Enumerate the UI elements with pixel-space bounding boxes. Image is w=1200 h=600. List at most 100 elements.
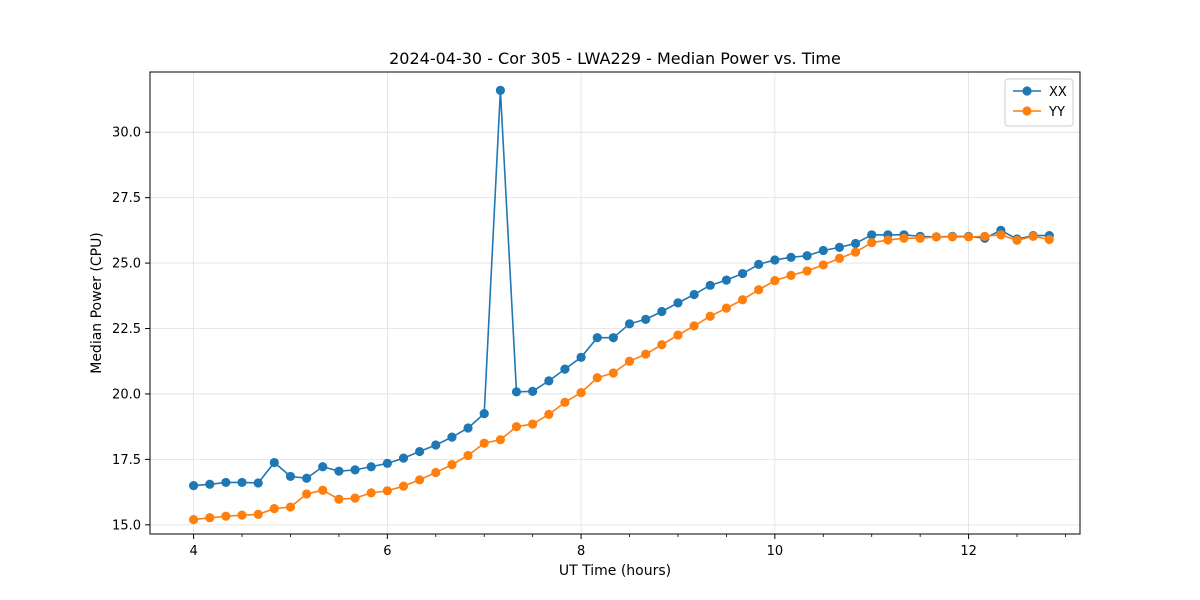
data-point-yy — [447, 460, 457, 470]
data-point-xx — [350, 465, 360, 475]
data-point-yy — [221, 511, 231, 521]
data-point-xx — [398, 453, 409, 463]
data-point-xx — [802, 251, 812, 261]
x-tick-label: 4 — [189, 544, 197, 559]
data-point-xx — [608, 333, 618, 343]
x-tick-label: 8 — [577, 544, 585, 559]
data-point-xx — [850, 238, 861, 249]
data-point-yy — [188, 515, 199, 525]
data-point-yy — [205, 513, 215, 523]
legend-marker-xx — [1022, 86, 1032, 96]
ticks-layer: 4 6 8 10 12 15.0 17.5 20.0 22.5 25.0 27.5 30.0 — [112, 126, 1066, 559]
y-tick-label: 30.0 — [112, 126, 141, 141]
data-point-xx — [415, 446, 425, 457]
y-tick-label: 22.5 — [112, 322, 141, 337]
data-point-yy — [721, 303, 732, 313]
data-point-xx — [528, 386, 538, 396]
data-point-yy — [980, 231, 990, 241]
data-point-xx — [334, 466, 344, 476]
plot-frame — [149, 71, 1081, 535]
legend-marker-yy — [1022, 106, 1032, 116]
legend: XX YY — [1004, 78, 1074, 127]
data-point-yy — [915, 233, 925, 243]
x-tick-label: 6 — [383, 544, 391, 559]
data-point-yy — [996, 230, 1006, 240]
data-point-yy — [495, 435, 505, 445]
grid-layer — [150, 72, 1080, 534]
data-point-xx — [318, 462, 328, 472]
data-point-yy — [737, 295, 748, 305]
data-point-yy — [576, 388, 586, 398]
y-tick-label: 15.0 — [112, 518, 141, 533]
data-point-xx — [253, 478, 263, 488]
data-point-xx — [302, 473, 312, 483]
y-tick-label: 20.0 — [112, 387, 141, 402]
data-point-xx — [285, 471, 296, 482]
data-point-yy — [899, 233, 909, 243]
data-point-yy — [818, 260, 828, 270]
chart-title: 2024-04-30 - Cor 305 - LWA229 - Median P… — [389, 49, 841, 68]
data-point-xx — [382, 458, 392, 468]
data-point-yy — [463, 450, 473, 461]
data-point-xx — [754, 259, 764, 269]
y-tick-label: 25.0 — [112, 257, 141, 272]
data-point-yy — [511, 422, 522, 432]
data-point-xx — [673, 298, 683, 308]
data-point-yy — [1028, 231, 1038, 241]
data-point-xx — [495, 85, 505, 95]
data-point-yy — [770, 276, 780, 286]
data-point-xx — [576, 352, 586, 362]
data-point-yy — [431, 467, 441, 478]
data-point-yy — [382, 486, 392, 496]
data-point-yy — [963, 232, 974, 242]
data-point-xx — [511, 387, 522, 397]
data-point-xx — [237, 477, 247, 488]
data-point-xx — [269, 457, 279, 468]
data-point-yy — [592, 373, 602, 383]
data-point-xx — [641, 314, 651, 324]
data-point-yy — [285, 502, 296, 512]
data-point-yy — [867, 238, 877, 248]
data-point-xx — [689, 289, 699, 300]
data-point-yy — [350, 493, 360, 503]
data-point-xx — [544, 376, 554, 386]
x-axis-label: UT Time (hours) — [559, 563, 671, 579]
data-point-xx — [366, 462, 376, 472]
data-point-yy — [334, 494, 344, 504]
data-point-xx — [705, 280, 715, 290]
data-point-yy — [318, 485, 328, 495]
data-point-yy — [705, 311, 715, 321]
data-point-xx — [737, 268, 748, 279]
data-point-yy — [302, 489, 312, 499]
data-point-yy — [253, 509, 263, 519]
data-point-yy — [608, 368, 618, 378]
data-point-yy — [1012, 235, 1022, 245]
y-axis-label: Median Power (CPU) — [89, 232, 105, 374]
data-point-yy — [269, 504, 279, 514]
data-point-xx — [867, 230, 877, 240]
data-point-yy — [754, 285, 764, 295]
data-point-yy — [624, 356, 635, 366]
data-point-xx — [479, 408, 489, 419]
data-point-yy — [786, 270, 796, 280]
data-point-xx — [657, 306, 667, 317]
series-layer — [188, 85, 1054, 525]
data-point-xx — [834, 242, 845, 252]
x-tick-label: 10 — [767, 544, 784, 559]
data-point-yy — [931, 232, 941, 242]
data-point-xx — [624, 319, 635, 329]
data-point-yy — [802, 266, 812, 276]
data-point-xx — [205, 479, 215, 489]
data-point-xx — [592, 333, 602, 343]
data-point-xx — [447, 432, 457, 442]
x-tick-label: 12 — [960, 544, 977, 559]
y-tick-label: 27.5 — [112, 191, 141, 206]
data-point-yy — [398, 481, 409, 491]
data-point-xx — [818, 245, 828, 256]
y-tick-label: 17.5 — [112, 453, 141, 468]
legend-label-xx: XX — [1049, 85, 1067, 100]
data-point-xx — [463, 423, 473, 433]
data-point-yy — [834, 253, 845, 263]
